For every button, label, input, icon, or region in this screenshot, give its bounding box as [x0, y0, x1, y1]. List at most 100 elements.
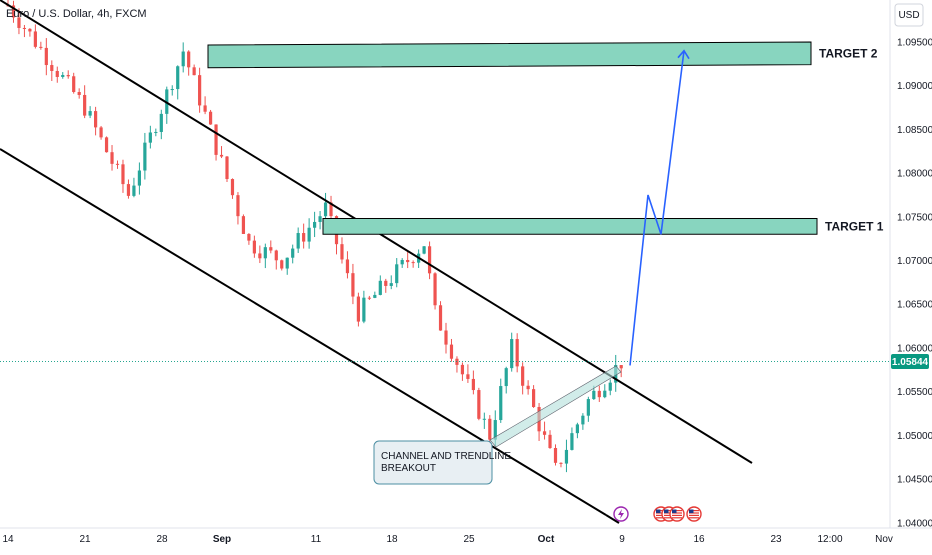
currency-badge-box	[894, 3, 924, 27]
candle-body	[208, 111, 213, 125]
candle-body	[187, 51, 191, 68]
candle-body	[285, 257, 289, 269]
last-price-tag: 1.05844	[891, 354, 929, 370]
y-tick-label: 1.09000	[897, 81, 932, 92]
candle-body	[17, 17, 21, 28]
candle-body	[504, 368, 508, 387]
candle-body	[521, 366, 525, 386]
annotation-box	[373, 440, 493, 485]
candle-body	[22, 27, 27, 29]
chart-title: Euro / U.S. Dollar, 4h, FXCM	[6, 8, 147, 20]
x-tick-label: 28	[156, 534, 168, 545]
candle-body	[126, 184, 131, 196]
candle-body	[384, 280, 388, 286]
target-zone-label: TARGET 1	[825, 219, 884, 233]
y-tick-label: 1.05500	[897, 387, 932, 398]
candle-body	[99, 127, 103, 138]
time-axis[interactable]: 14 21 28 Sep 11 18 25 Oct 9 16 23 12:00 Nov	[2, 534, 892, 545]
currency-badge[interactable]: USD	[894, 3, 924, 27]
candle-body	[72, 76, 76, 93]
candle-body	[159, 113, 163, 132]
flag-stripe	[672, 512, 682, 514]
flag-stripe	[689, 512, 699, 514]
candle-body	[263, 247, 267, 259]
candle-body	[466, 374, 470, 379]
candle-body	[77, 92, 81, 95]
candle-body	[39, 46, 43, 48]
candle-body	[493, 420, 497, 440]
x-tick-label: Oct	[538, 534, 555, 545]
candle-body	[83, 94, 87, 116]
candle-body	[542, 431, 547, 435]
candle-body	[532, 389, 536, 407]
candle-body	[50, 65, 54, 71]
candle-body	[422, 246, 426, 254]
candle-body	[110, 152, 114, 164]
candle-body	[395, 264, 399, 284]
candle-body	[373, 294, 377, 298]
candle-body	[44, 47, 48, 66]
candle-body	[449, 344, 454, 359]
candle-body	[66, 74, 70, 77]
us-flag-icon[interactable]	[686, 506, 702, 522]
candle-body	[61, 74, 65, 77]
candle-body	[11, 5, 16, 18]
candle-body	[154, 131, 158, 133]
candle-body	[252, 240, 256, 254]
event-icons[interactable]	[613, 506, 702, 522]
candle-body	[230, 179, 235, 196]
candle-body	[603, 390, 607, 398]
candle-body	[553, 448, 558, 463]
projection-path[interactable]	[629, 50, 685, 366]
flag-stripe	[656, 514, 666, 516]
flag-canton	[664, 509, 669, 514]
channel-lower-line[interactable]	[0, 148, 607, 516]
candle-body	[296, 233, 300, 249]
price-axis[interactable]: 1.09500 1.09000 1.08500 1.08000 1.07500 1.070…	[897, 37, 932, 529]
candle-body	[548, 434, 552, 449]
candle-body	[176, 66, 180, 90]
candle-body	[192, 67, 196, 76]
flag-canton	[689, 509, 694, 514]
x-tick-label: 18	[386, 534, 398, 545]
flag-stripe	[689, 514, 699, 516]
x-tick-label: 12:00	[817, 534, 842, 545]
candle-body	[581, 415, 585, 425]
y-tick-label: 1.05000	[897, 431, 932, 442]
target-zone[interactable]	[207, 41, 812, 69]
flag-stripe	[664, 517, 674, 519]
candle-body	[104, 137, 109, 153]
candle-body	[367, 297, 371, 299]
candle-body	[323, 202, 328, 217]
candle-body	[345, 259, 350, 274]
candle-body	[170, 89, 174, 91]
candle-body	[132, 185, 136, 196]
flag-stripe	[664, 512, 674, 514]
flag-canton	[656, 509, 661, 514]
candle-body	[471, 378, 475, 391]
flag-stripe	[689, 517, 699, 519]
candle-body	[313, 221, 317, 228]
trendline-wedge[interactable]	[489, 365, 622, 448]
candle-body	[477, 390, 481, 419]
candle-body	[318, 216, 322, 222]
candle-body	[482, 418, 486, 420]
us-flag-icon[interactable]	[669, 506, 685, 522]
candle-body	[181, 51, 185, 67]
candle-body	[137, 170, 141, 186]
flag-stripe	[672, 510, 682, 512]
breakout-annotation[interactable]: CHANNEL AND TRENDLINE BREAKOUT	[373, 440, 511, 485]
candle-body	[247, 233, 251, 241]
candle-body	[510, 339, 514, 369]
candle-body	[280, 260, 284, 269]
candle-body	[564, 449, 569, 464]
target-zone[interactable]	[322, 218, 818, 235]
x-tick-label: 25	[463, 534, 475, 545]
candle-body	[488, 418, 492, 440]
candle-body	[597, 390, 601, 398]
candle-body	[592, 390, 596, 400]
candle-body	[356, 296, 360, 322]
flag-stripe	[656, 517, 666, 519]
